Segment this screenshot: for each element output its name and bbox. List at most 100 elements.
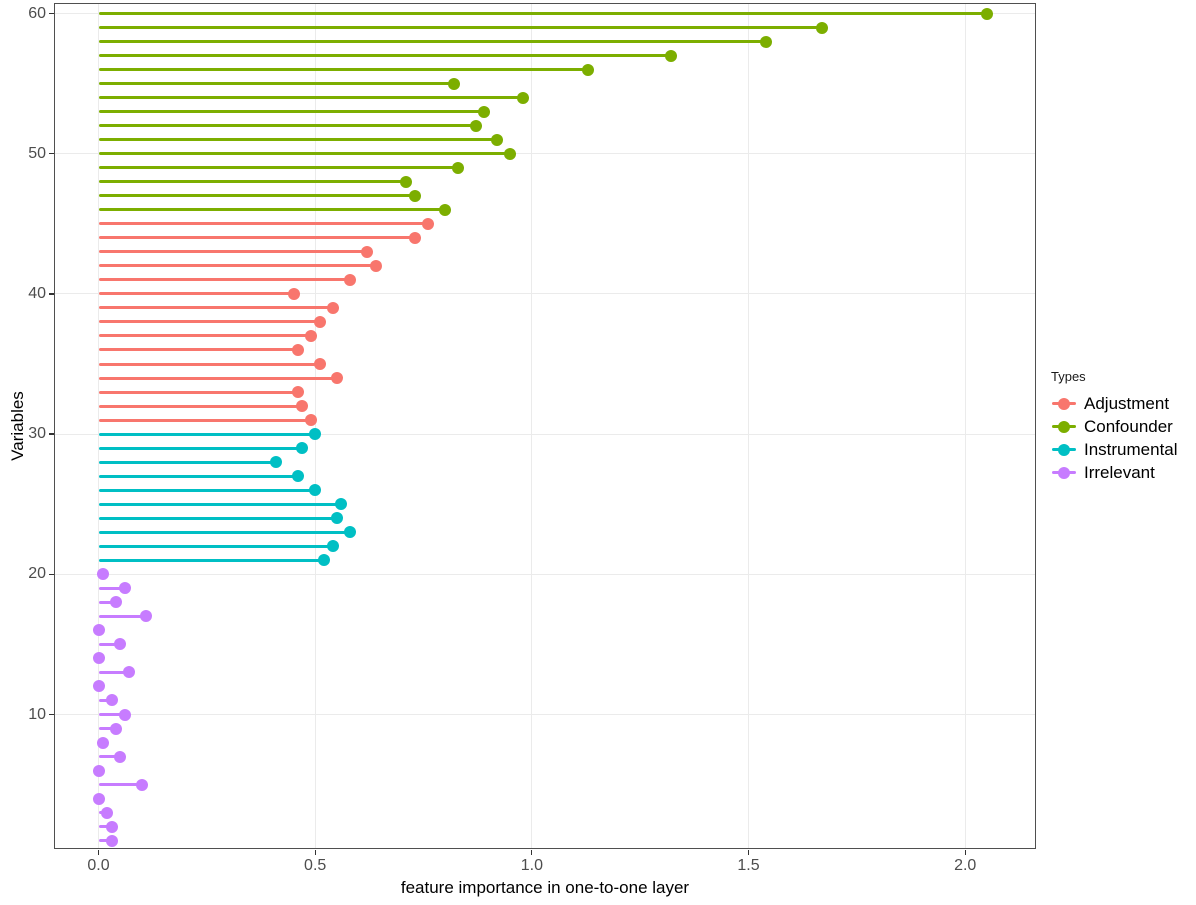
stem-variable-24 (98, 516, 337, 520)
x-gridline (964, 4, 966, 848)
stem-variable-11 (98, 698, 112, 702)
stem-variable-27 (98, 474, 298, 478)
legend-item-label: Confounder (1084, 417, 1173, 436)
stem-variable-15 (98, 642, 121, 646)
stem-variable-22 (98, 544, 333, 548)
stem-variable-17 (98, 614, 147, 618)
stem-variable-39 (98, 306, 333, 310)
dot-variable-23 (343, 526, 356, 539)
stem-variable-58 (98, 40, 766, 44)
stem-variable-18 (98, 600, 116, 604)
dot-variable-44 (408, 231, 421, 244)
stem-variable-29 (98, 446, 303, 450)
dot-variable-7 (114, 750, 127, 763)
stem-variable-47 (98, 194, 415, 198)
dot-variable-40 (287, 287, 300, 300)
dot-variable-37 (304, 329, 317, 342)
stem-variable-28 (98, 460, 277, 464)
y-gridline (55, 153, 1035, 155)
legend-key-icon (1051, 392, 1077, 415)
dot-variable-48 (400, 175, 413, 188)
y-gridline (55, 714, 1035, 715)
dot-variable-2 (105, 820, 118, 833)
dot-variable-1 (105, 834, 118, 847)
legend-item-confounder: Confounder (1051, 415, 1178, 438)
dot-variable-13 (122, 666, 135, 679)
legend-item-label: Irrelevant (1084, 463, 1155, 482)
dot-variable-30 (309, 428, 322, 441)
stem-variable-5 (98, 783, 142, 787)
legend-item-label: Adjustment (1084, 394, 1170, 413)
y-tick-label: 10 (28, 705, 46, 723)
dot-variable-49 (452, 161, 465, 174)
x-tick-label: 0.5 (304, 857, 327, 874)
dot-variable-18 (109, 596, 122, 609)
stem-variable-55 (98, 82, 454, 86)
dot-variable-39 (326, 301, 339, 314)
dot-variable-32 (296, 400, 309, 413)
x-tick-mark (531, 849, 533, 855)
stem-variable-13 (98, 670, 129, 674)
dot-variable-5 (135, 778, 148, 791)
dot-variable-43 (361, 245, 374, 258)
y-tick-mark (48, 293, 54, 295)
dot-variable-20 (96, 568, 109, 581)
dot-variable-14 (92, 652, 105, 665)
dot-variable-45 (421, 217, 434, 230)
dot-variable-29 (296, 442, 309, 455)
legend-key-dot (1058, 420, 1070, 433)
stem-variable-41 (98, 278, 350, 282)
stem-variable-50 (98, 152, 511, 156)
x-tick-label: 1.0 (520, 857, 543, 874)
dot-variable-42 (369, 259, 382, 272)
legend-item-instrumental: Instrumental (1051, 438, 1178, 461)
y-tick-mark (48, 713, 54, 716)
dot-variable-47 (408, 189, 421, 202)
dot-variable-59 (816, 21, 829, 34)
stem-variable-36 (98, 348, 298, 352)
legend-item-irrelevant: Irrelevant (1051, 461, 1178, 484)
y-tick-label: 60 (28, 4, 46, 22)
dot-variable-10 (118, 708, 131, 721)
dot-variable-21 (317, 554, 330, 567)
dot-variable-3 (101, 806, 114, 819)
dot-variable-26 (309, 484, 322, 497)
legend-key-dot (1058, 466, 1070, 479)
stem-variable-30 (98, 432, 316, 436)
stem-variable-53 (98, 110, 485, 114)
y-gridline (55, 573, 1035, 575)
stem-variable-54 (98, 96, 524, 100)
stem-variable-26 (98, 488, 316, 492)
x-tick-mark (747, 849, 750, 855)
x-tick-label: 1.5 (737, 857, 760, 874)
stem-variable-1 (98, 839, 112, 843)
dot-variable-24 (330, 512, 343, 525)
dot-variable-19 (118, 582, 131, 595)
y-tick-label: 40 (28, 284, 46, 302)
legend-key-dot (1058, 443, 1070, 456)
dot-variable-33 (291, 386, 304, 399)
x-tick-mark (97, 849, 100, 855)
dot-variable-16 (92, 624, 105, 637)
dot-variable-31 (304, 414, 317, 427)
legend-key-dot (1058, 397, 1070, 410)
dot-variable-17 (140, 610, 153, 623)
dot-variable-46 (439, 203, 452, 216)
dot-variable-55 (447, 77, 460, 90)
stem-variable-59 (98, 26, 823, 30)
dot-variable-4 (92, 792, 105, 805)
dot-variable-27 (291, 470, 304, 483)
stem-variable-45 (98, 222, 428, 226)
legend: Types Adjustment Confounder Instrumental Ir… (1051, 369, 1178, 484)
y-tick-mark (48, 433, 54, 435)
dot-variable-9 (109, 722, 122, 735)
x-gridline (314, 4, 316, 848)
dot-variable-38 (313, 315, 326, 328)
dot-variable-52 (469, 119, 482, 132)
stem-variable-37 (98, 334, 311, 338)
x-tick-mark (964, 849, 966, 855)
legend-title: Types (1051, 369, 1086, 384)
stem-variable-56 (98, 68, 589, 72)
dot-variable-15 (114, 638, 127, 651)
